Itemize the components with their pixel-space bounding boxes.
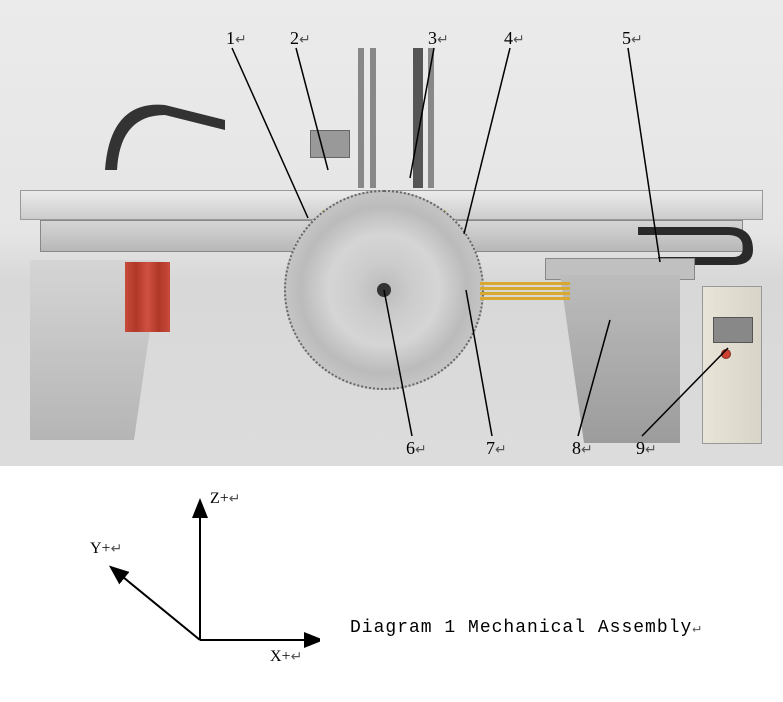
saw-blade — [284, 190, 484, 390]
spacer-tubes — [480, 282, 570, 300]
control-button — [721, 349, 731, 359]
axis-z-label: Z+↵ — [210, 490, 241, 508]
label-2: 2↵ — [290, 28, 311, 49]
lifting-column — [358, 48, 438, 188]
control-cabinet — [702, 286, 762, 444]
label-6: 6↵ — [406, 438, 427, 459]
hydraulic-unit — [310, 130, 350, 158]
axis-x-label: X+↵ — [270, 648, 302, 666]
label-8: 8↵ — [572, 438, 593, 459]
cable-chain-left — [105, 100, 225, 180]
machine-area: 1↵ 2↵ 3↵ 4↵ 5↵ 6↵ 7↵ 8↵ 9↵ — [0, 0, 783, 466]
label-5: 5↵ — [622, 28, 643, 49]
label-3: 3↵ — [428, 28, 449, 49]
axis-diagram: Z+↵ Y+↵ X+↵ — [60, 490, 320, 680]
control-panel-screen — [713, 317, 753, 343]
diagram-caption: Diagram 1 Mechanical Assembly↵ — [350, 618, 702, 638]
safety-curtain — [125, 262, 170, 332]
label-9: 9↵ — [636, 438, 657, 459]
label-1: 1↵ — [226, 28, 247, 49]
axis-y-label: Y+↵ — [90, 540, 122, 558]
label-4: 4↵ — [504, 28, 525, 49]
label-7: 7↵ — [486, 438, 507, 459]
